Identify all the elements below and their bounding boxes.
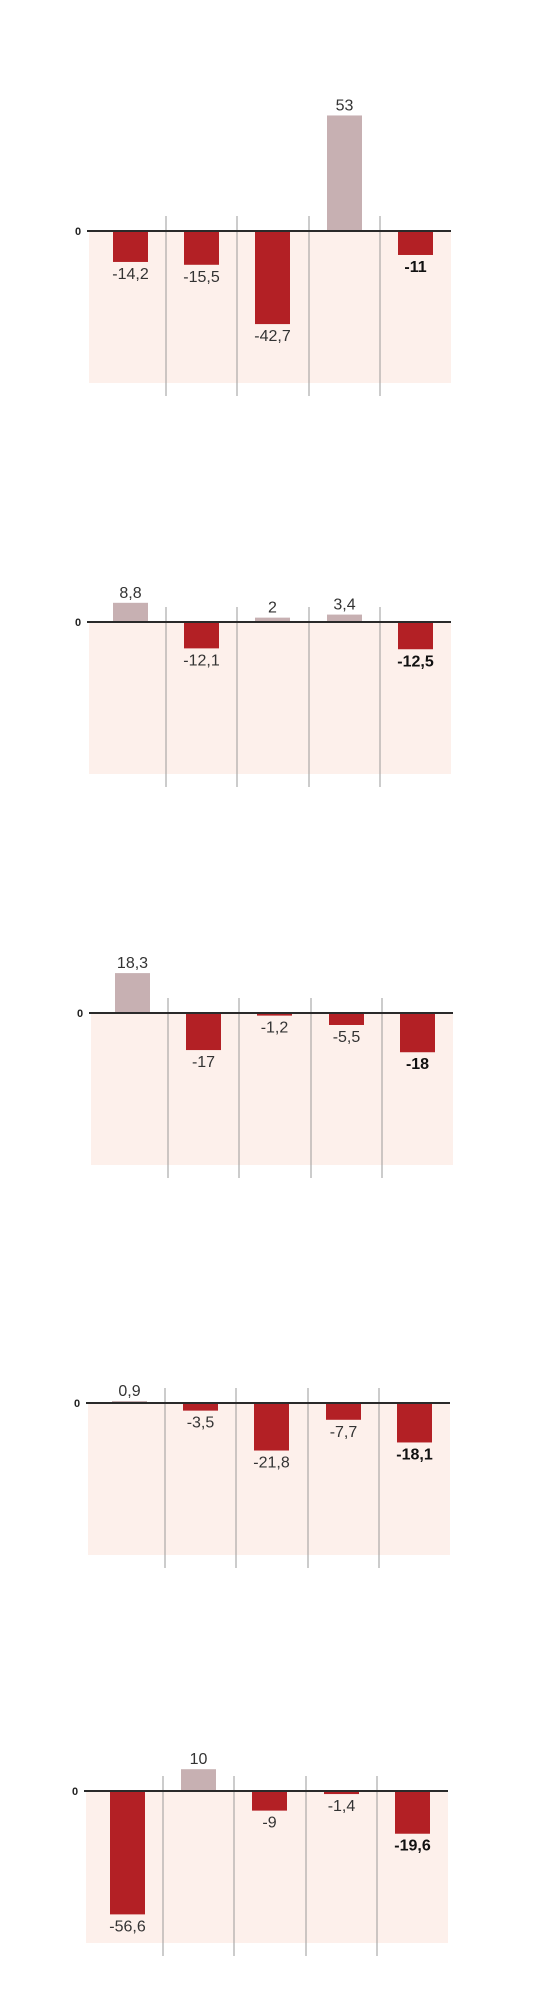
value-label: 3,4 xyxy=(333,597,355,614)
value-label: -14,2 xyxy=(112,266,149,283)
value-label: -7,7 xyxy=(330,1424,358,1441)
total-value-label: -19,6 xyxy=(394,1838,431,1855)
bar xyxy=(255,617,290,622)
chart-panel-4: 0,9 -3,5 -21,8 -7,7 -18,1 0 xyxy=(74,1383,450,1568)
bar xyxy=(115,973,150,1013)
zero-tick-label: 0 xyxy=(75,226,81,238)
chart-panel-2: 8,8 -12,1 2 3,4 -12,5 0 xyxy=(75,585,451,787)
zero-tick-label: 0 xyxy=(77,1008,83,1020)
bar xyxy=(110,1791,145,1915)
value-label: 2 xyxy=(268,600,277,617)
value-label: -21,8 xyxy=(253,1455,290,1472)
value-label: -17 xyxy=(192,1054,215,1071)
zero-tick-label: 0 xyxy=(74,1398,80,1410)
total-value-label: -11 xyxy=(404,259,426,276)
value-label: 0,9 xyxy=(118,1383,140,1400)
chart-panel-3: 18,3 -17 -1,2 -5,5 -18 0 xyxy=(77,955,453,1178)
value-label: -9 xyxy=(262,1815,276,1832)
value-label: -56,6 xyxy=(109,1918,146,1935)
bar xyxy=(398,622,433,650)
value-label: -5,5 xyxy=(333,1029,361,1046)
bar xyxy=(181,1769,216,1791)
bar xyxy=(252,1791,287,1811)
value-label: -3,5 xyxy=(187,1415,215,1432)
bar xyxy=(327,115,362,231)
bar xyxy=(113,602,148,622)
bar xyxy=(184,231,219,265)
bar xyxy=(255,231,290,325)
bar xyxy=(397,1403,432,1443)
panel-background xyxy=(89,622,451,774)
value-label: -42,7 xyxy=(254,328,291,345)
bar xyxy=(395,1791,430,1834)
bar xyxy=(113,231,148,262)
zero-tick-label: 0 xyxy=(75,617,81,629)
bar xyxy=(398,231,433,255)
value-label: -12,1 xyxy=(183,652,220,669)
bar xyxy=(183,1403,218,1411)
value-label: 10 xyxy=(190,1751,208,1768)
bar xyxy=(324,1791,359,1795)
value-label: 53 xyxy=(336,97,354,114)
chart-panel-5: -56,6 10 -9 -1,4 -19,6 0 xyxy=(72,1751,448,1956)
value-label: 18,3 xyxy=(117,955,148,972)
total-value-label: -12,5 xyxy=(397,653,434,670)
total-value-label: -18,1 xyxy=(396,1446,433,1463)
value-label: -15,5 xyxy=(183,269,220,286)
value-label: -1,2 xyxy=(261,1020,289,1037)
value-label: 8,8 xyxy=(119,585,141,602)
panel-background xyxy=(86,1791,448,1943)
value-label: -1,4 xyxy=(328,1798,356,1815)
bar xyxy=(257,1013,292,1016)
panel-background xyxy=(91,1013,453,1165)
zero-tick-label: 0 xyxy=(72,1786,78,1798)
bar xyxy=(400,1013,435,1053)
bar xyxy=(329,1013,364,1025)
bar xyxy=(326,1403,361,1420)
bar xyxy=(184,622,219,649)
bar xyxy=(327,614,362,622)
bar xyxy=(254,1403,289,1451)
chart-panel-1: -14,2 -15,5 -42,7 53 -11 0 xyxy=(75,97,451,396)
total-value-label: -18 xyxy=(406,1056,429,1073)
bar xyxy=(186,1013,221,1051)
